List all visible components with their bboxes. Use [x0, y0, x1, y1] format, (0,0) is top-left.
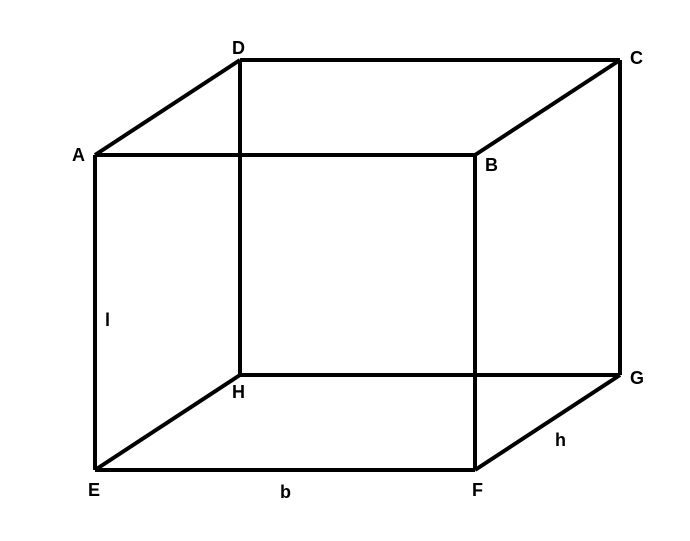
vertex-label-A: A	[72, 145, 85, 166]
edge-H-E	[95, 375, 240, 470]
edge-B-C	[475, 60, 620, 155]
vertex-label-G: G	[630, 368, 644, 389]
cuboid-wireframe	[0, 0, 690, 541]
vertex-label-D: D	[232, 38, 245, 59]
vertex-label-H: H	[232, 382, 245, 403]
cuboid-diagram: A B C D E F G H l b h	[0, 0, 690, 541]
dimension-label-l: l	[105, 310, 110, 331]
vertex-label-C: C	[630, 48, 643, 69]
vertex-label-F: F	[472, 480, 483, 501]
vertex-label-E: E	[88, 480, 100, 501]
edge-D-A	[95, 60, 240, 155]
dimension-label-h: h	[555, 430, 566, 451]
vertex-label-B: B	[485, 155, 498, 176]
dimension-label-b: b	[280, 482, 291, 503]
edge-F-G	[475, 375, 620, 470]
